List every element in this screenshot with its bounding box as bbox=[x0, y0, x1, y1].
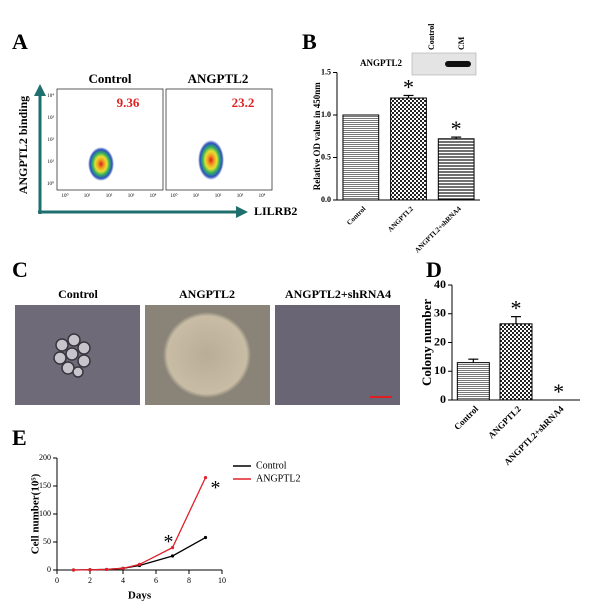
y-tick-label: 200 bbox=[39, 453, 51, 462]
x-tick-label: Control bbox=[345, 205, 367, 227]
x-tick-label: 10 bbox=[218, 576, 226, 585]
flow-tick-label: 10⁰ bbox=[61, 193, 68, 199]
data-point bbox=[88, 568, 92, 572]
bar bbox=[437, 138, 475, 201]
flow-panel: Control ANGPTL2 9.36 23.2 ANGPTL2 bindin… bbox=[16, 71, 297, 218]
significance-mark: * bbox=[511, 296, 522, 321]
x-tick-label: ANGPTL2 bbox=[386, 205, 415, 234]
y-tick-label: 0.5 bbox=[321, 152, 331, 161]
data-point bbox=[170, 546, 175, 550]
flow-tick-label: 10² bbox=[106, 193, 113, 199]
y-tick-label: 0.0 bbox=[321, 195, 331, 204]
blot-lane: Control bbox=[427, 23, 436, 50]
flow-tick-label: 10¹ bbox=[48, 159, 55, 165]
bar bbox=[499, 323, 533, 401]
x-tick-label: 2 bbox=[88, 576, 92, 585]
y-tick-label: 50 bbox=[43, 537, 51, 546]
y-tick-label: 20 bbox=[434, 334, 446, 348]
bar bbox=[342, 114, 380, 201]
y-tick-label: 10 bbox=[434, 363, 446, 377]
flow-percent: 23.2 bbox=[232, 95, 255, 110]
flow-tick-label: 10⁴ bbox=[150, 193, 157, 199]
y-tick-label: 0 bbox=[47, 565, 51, 574]
data-point bbox=[170, 554, 175, 558]
y-tick-label: 30 bbox=[434, 306, 446, 320]
flow-tick-label: 10³ bbox=[128, 193, 135, 199]
panel-letter: C bbox=[12, 257, 28, 282]
flow-tick-label: 10⁰ bbox=[170, 193, 177, 199]
flow-ticks: 10⁰ 10⁰ 10⁰ 10¹ 10¹ 10¹ 10² 10² 10² 10³ 10³ 10³ 10⁴ 1… bbox=[47, 93, 266, 199]
flow-tick-label: 10¹ bbox=[84, 193, 91, 199]
significance-mark: * bbox=[451, 116, 462, 141]
data-point bbox=[203, 476, 208, 480]
blot-inset: ANGPTL2 Control CM bbox=[360, 23, 477, 76]
y-tick-label: 100 bbox=[39, 509, 51, 518]
data-point bbox=[203, 535, 208, 540]
flow-title: Control bbox=[88, 71, 131, 86]
x-tick-label: Control bbox=[452, 403, 481, 432]
panel-letter: D bbox=[426, 257, 442, 282]
flow-tick-label: 10¹ bbox=[193, 193, 200, 199]
y-tick-label: 1.0 bbox=[321, 110, 331, 119]
panel-letter: E bbox=[12, 425, 27, 450]
significance-mark: * bbox=[164, 531, 174, 553]
data-point bbox=[121, 566, 125, 570]
arrow-head bbox=[34, 84, 46, 96]
x-axis-label: Days bbox=[128, 590, 152, 602]
y-axis-label: Colony number bbox=[419, 299, 434, 386]
x-tick-label: 4 bbox=[121, 576, 125, 585]
blot-lane: CM bbox=[457, 36, 466, 50]
arrow-head bbox=[236, 206, 248, 218]
colony bbox=[163, 312, 251, 398]
flow-tick-label: 10² bbox=[215, 193, 222, 199]
y-axis-label: Cell number(10⁵) bbox=[30, 473, 42, 554]
flow-dots bbox=[198, 140, 224, 180]
panel-letter: B bbox=[302, 29, 317, 54]
legend: Control ANGPTL2 bbox=[233, 460, 300, 484]
significance-mark: * bbox=[403, 74, 414, 99]
y-axis-label: Relative OD value in 450nm bbox=[312, 82, 322, 190]
data-point bbox=[104, 567, 109, 572]
y-tick-label: 0 bbox=[440, 392, 446, 406]
bar bbox=[390, 97, 427, 201]
flow-x-label: LILRB2 bbox=[254, 204, 297, 218]
panel-letter: A bbox=[12, 29, 28, 54]
micrograph-title: ANGPTL2+shRNA4 bbox=[285, 287, 391, 301]
micrograph-title: Control bbox=[58, 287, 98, 301]
flow-tick-label: 10³ bbox=[48, 115, 55, 121]
x-tick-label: 6 bbox=[154, 576, 158, 585]
blot-label: ANGPTL2 bbox=[360, 58, 403, 68]
flow-percent: 9.36 bbox=[117, 95, 140, 110]
flow-tick-label: 10⁴ bbox=[47, 93, 54, 99]
micrographs: Control ANGPTL2 ANGPTL2+shRNA4 bbox=[15, 287, 400, 405]
y-tick-label: 150 bbox=[39, 481, 51, 490]
bar bbox=[456, 362, 490, 401]
x-tick-label: ANGPTL2+shRNA4 bbox=[413, 205, 463, 255]
y-tick-label: 1.5 bbox=[321, 67, 331, 76]
flow-title: ANGPTL2 bbox=[188, 71, 249, 86]
micrograph bbox=[275, 305, 400, 405]
flow-tick-label: 10⁴ bbox=[259, 193, 266, 199]
y-tick-label: 40 bbox=[434, 277, 446, 291]
x-tick-label: 0 bbox=[55, 576, 59, 585]
flow-tick-label: 10³ bbox=[237, 193, 244, 199]
blot-band bbox=[445, 61, 471, 67]
data-point bbox=[137, 562, 142, 567]
cell-cluster bbox=[53, 333, 91, 378]
flow-y-label: ANGPTL2 binding bbox=[16, 96, 30, 194]
legend-label: Control bbox=[256, 460, 287, 471]
flow-tick-label: 10⁰ bbox=[47, 181, 54, 187]
significance-mark: * bbox=[553, 379, 564, 404]
blot bbox=[411, 52, 477, 76]
flow-dots bbox=[88, 147, 114, 181]
significance-mark: * bbox=[211, 477, 221, 499]
micrograph-title: ANGPTL2 bbox=[179, 287, 235, 301]
data-point bbox=[71, 568, 76, 572]
x-tick-label: 8 bbox=[187, 576, 191, 585]
x-tick-label: ANGPTL2 bbox=[486, 403, 523, 440]
series-line bbox=[73, 477, 207, 571]
flow-tick-label: 10² bbox=[48, 137, 55, 143]
legend-label: ANGPTL2 bbox=[256, 473, 300, 484]
